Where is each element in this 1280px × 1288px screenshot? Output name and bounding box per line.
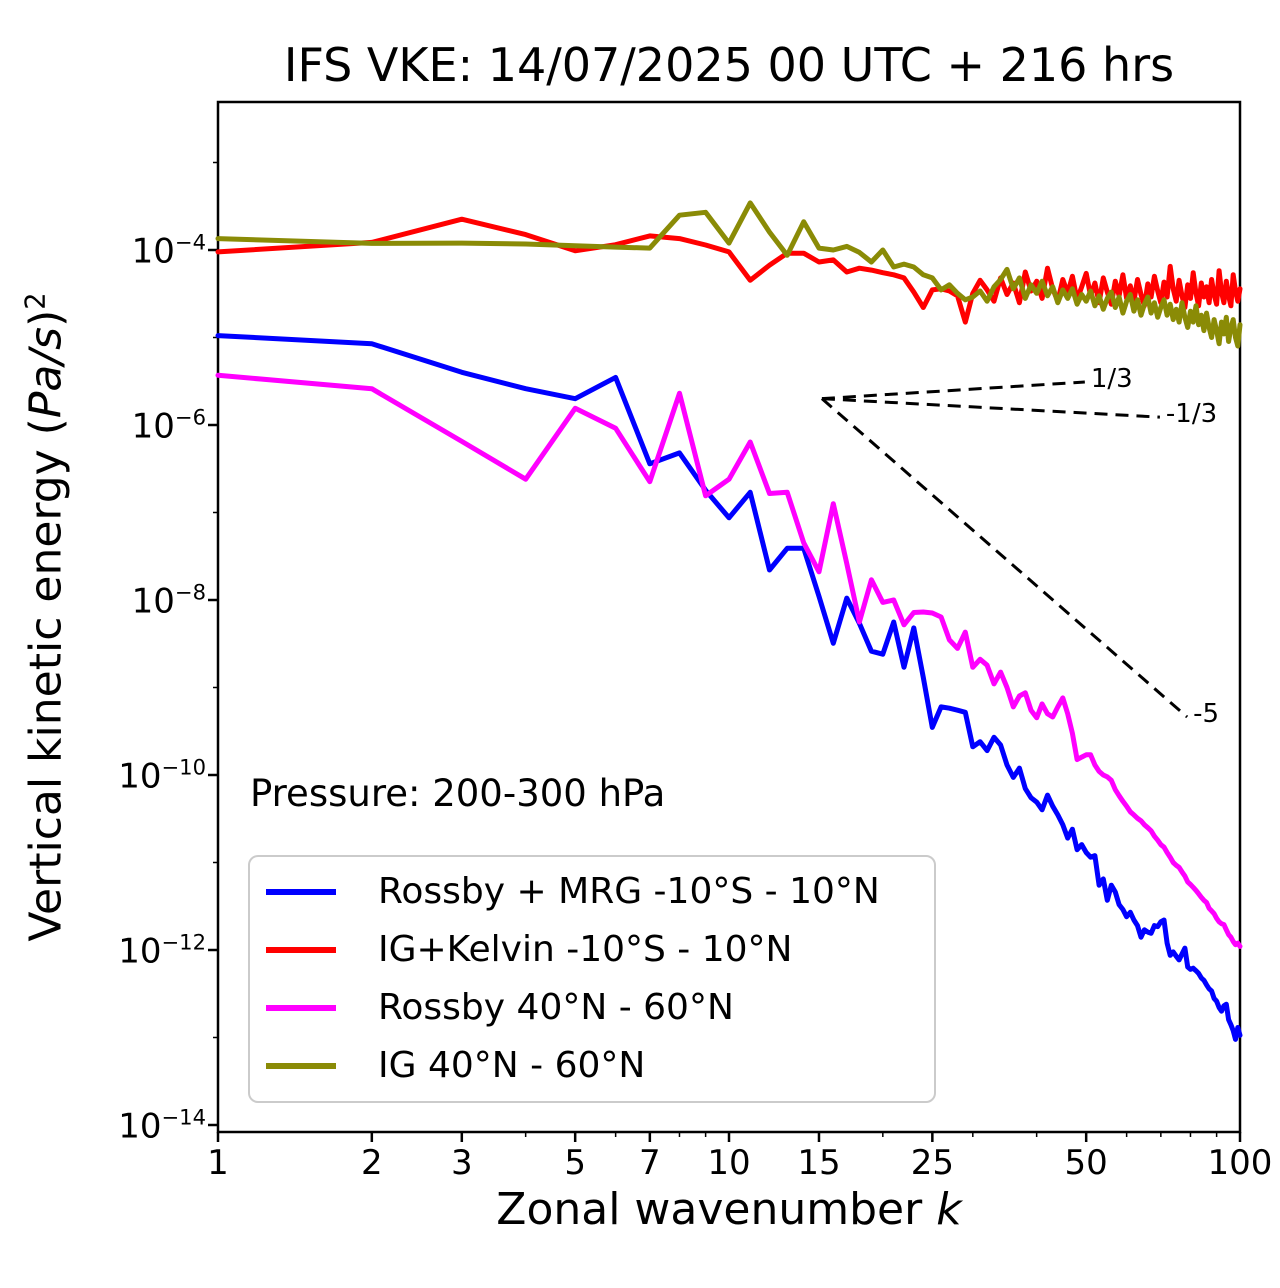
x-axis-label-text: Zonal wavenumber: [496, 1184, 937, 1235]
legend-item: IG 40°N - 60°N: [250, 1037, 934, 1095]
pressure-annotation: Pressure: 200-300 hPa: [250, 772, 666, 815]
y-tick-label: 10−14: [118, 1104, 206, 1147]
slope-line--5: [820, 397, 1189, 719]
x-axis-variable: k: [936, 1184, 962, 1235]
curve-rossby_mrg_tropics: [215, 333, 1243, 1042]
legend-item-label: Rossby 40°N - 60°N: [378, 987, 734, 1028]
legend-item: Rossby 40°N - 60°N: [250, 979, 934, 1037]
legend-item-label: IG 40°N - 60°N: [378, 1045, 646, 1086]
slope-label-minus-five: -5: [1193, 699, 1220, 729]
curve-ig_kelvin_tropics: [215, 216, 1243, 325]
slope-label-one-third: 1/3: [1090, 364, 1133, 394]
y-axis-label-text: Vertical kinetic energy (: [20, 418, 72, 942]
x-tick-label: 10: [707, 1143, 751, 1183]
x-tick-label: 50: [1064, 1143, 1108, 1183]
y-axis-exponent: 2: [20, 292, 52, 310]
x-tick-label: 5: [564, 1143, 586, 1183]
curve-rossby_midlat: [215, 372, 1243, 949]
y-tick-label: 10−4: [131, 229, 206, 272]
legend-item: Rossby + MRG -10°S - 10°N: [250, 863, 934, 921]
x-tick-label: 2: [360, 1143, 383, 1183]
x-tick-label: 25: [910, 1143, 954, 1183]
x-axis-label: Zonal wavenumber k: [218, 1184, 1240, 1235]
slope-line-1/3: [821, 380, 1085, 401]
legend: Rossby + MRG -10°S - 10°N IG+Kelvin -10°…: [248, 855, 936, 1103]
curve-ig_midlat: [215, 200, 1243, 349]
legend-line-swatch-red: [266, 947, 336, 953]
legend-item-label: Rossby + MRG -10°S - 10°N: [378, 871, 880, 912]
x-tick-label: 3: [450, 1143, 473, 1183]
x-tick-label: 15: [797, 1143, 841, 1183]
legend-line-swatch-olive: [266, 1063, 336, 1069]
plot-border: [216, 100, 1242, 1134]
y-tick-label: 10−6: [131, 404, 206, 447]
y-tick-label: 10−12: [118, 929, 206, 972]
y-tick-label: 10−10: [118, 754, 206, 797]
chart-title: IFS VKE: 14/07/2025 00 UTC + 216 hrs: [283, 38, 1175, 92]
legend-line-swatch-magenta: [266, 1005, 336, 1011]
x-tick-label: 1: [207, 1143, 229, 1183]
y-axis-units: Pa/s: [20, 326, 72, 419]
y-tick-label: 10−8: [131, 579, 206, 622]
legend-item-label: IG+Kelvin -10°S - 10°N: [378, 929, 793, 970]
legend-item: IG+Kelvin -10°S - 10°N: [250, 921, 934, 979]
y-axis-label-close: ): [20, 309, 72, 327]
x-tick-label: 7: [639, 1143, 661, 1183]
slope-line--1/3: [821, 397, 1160, 419]
slope-label-minus-one-third: -1/3: [1165, 399, 1218, 430]
x-tick-label: 100: [1207, 1143, 1273, 1183]
legend-line-swatch-blue: [266, 889, 336, 895]
y-axis-label: Vertical kinetic energy (Pa/s)2: [20, 292, 71, 941]
